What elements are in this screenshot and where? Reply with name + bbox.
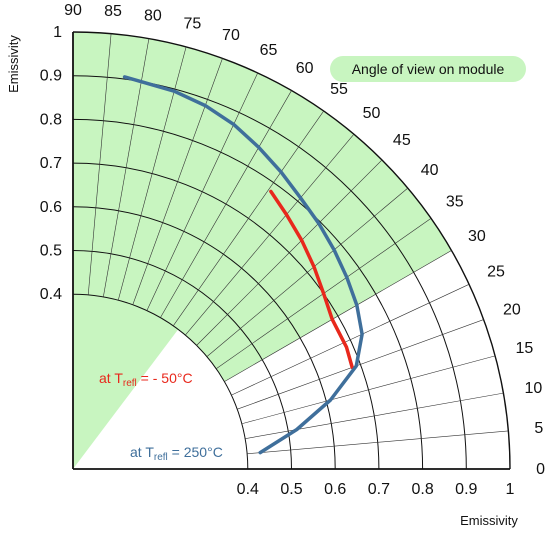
y-tick-3: 0.7 [40, 155, 62, 172]
angle-tick-17: 85 [104, 3, 122, 20]
angle-tick-0: 0 [536, 461, 545, 478]
annot-red-subscript: refl [123, 378, 137, 389]
angle-tick-13: 65 [260, 42, 278, 59]
annot-blue-prefix: at T [130, 444, 154, 460]
angle-tick-10: 50 [363, 105, 381, 122]
x-tick-5: 0.9 [455, 481, 477, 498]
angular-grid-spokes [87, 33, 509, 455]
grid-spoke-55 [173, 110, 324, 326]
y-tick-5: 0.9 [40, 68, 62, 85]
grid-spoke-60 [160, 90, 292, 318]
annot-blue-suffix: = 250°C [168, 444, 223, 460]
angle-tick-6: 30 [468, 228, 486, 245]
axes [72, 32, 510, 470]
angle-tick-7: 35 [446, 194, 464, 211]
grid-spoke-40 [206, 187, 408, 357]
grid-spoke-10 [245, 392, 504, 439]
y-tick-6: 1 [53, 24, 62, 41]
shaded-sector [73, 32, 452, 382]
x-tick-1: 0.5 [280, 481, 302, 498]
angle-tick-8: 40 [421, 162, 439, 179]
angle-tick-9: 45 [393, 132, 411, 149]
y-tick-labels: 0.4 0.5 0.6 0.7 0.8 0.9 1 [40, 24, 62, 303]
shaded-region-legend: Angle of view on module [330, 56, 526, 82]
y-tick-4: 0.8 [40, 111, 62, 128]
series-lines [122, 75, 364, 455]
x-tick-0: 0.4 [237, 481, 259, 498]
grid-spoke-5 [247, 430, 509, 455]
angle-tick-1: 5 [534, 420, 543, 437]
series-annotation-blue: at Trefl = 250°C [130, 444, 223, 463]
angle-tick-12: 60 [296, 60, 314, 77]
y-axis-title: Emissivity [6, 35, 21, 93]
angle-tick-11: 55 [330, 81, 348, 98]
grid-spoke-85 [87, 33, 112, 295]
series-line-1 [122, 75, 364, 455]
x-tick-labels: 0.4 0.5 0.6 0.7 0.8 0.9 1 [237, 481, 515, 498]
grid-spoke-70 [132, 58, 223, 305]
angle-tick-5: 25 [487, 264, 505, 281]
x-tick-6: 1 [506, 481, 515, 498]
angle-tick-16: 80 [144, 8, 162, 25]
grid-spoke-50 [185, 134, 355, 336]
grid-spoke-20 [237, 319, 484, 410]
annot-red-suffix: = - 50°C [137, 370, 193, 386]
y-tick-1: 0.5 [40, 243, 62, 260]
x-tick-2: 0.6 [324, 481, 346, 498]
angle-tick-14: 70 [222, 27, 240, 44]
grid-spoke-65 [146, 72, 258, 311]
x-tick-4: 0.8 [411, 481, 433, 498]
y-tick-0: 0.4 [40, 286, 62, 303]
annot-blue-subscript: refl [154, 452, 168, 463]
legend-pill [330, 56, 526, 82]
x-tick-3: 0.7 [368, 481, 390, 498]
shaded-wedge [73, 294, 179, 469]
angle-tick-4: 20 [503, 301, 521, 318]
legend-label: Angle of view on module [352, 61, 505, 77]
grid-spoke-45 [196, 159, 383, 346]
angle-of-view-shaded-region [73, 32, 452, 469]
series-line-0 [269, 189, 354, 370]
grid-ring-0 [72, 293, 249, 470]
series-annotation-red: at Trefl = - 50°C [99, 370, 193, 389]
angle-tick-15: 75 [183, 16, 201, 33]
y-tick-2: 0.6 [40, 199, 62, 216]
grid-spoke-75 [117, 46, 187, 301]
angle-tick-2: 10 [524, 380, 542, 397]
grid-spoke-15 [241, 355, 496, 425]
annot-red-prefix: at T [99, 370, 123, 386]
angle-tick-18: 90 [64, 2, 82, 19]
x-axis-title: Emissivity [460, 513, 518, 528]
grid-spoke-25 [231, 284, 470, 396]
grid-spoke-30 [224, 250, 452, 382]
angle-tick-3: 15 [515, 340, 533, 357]
